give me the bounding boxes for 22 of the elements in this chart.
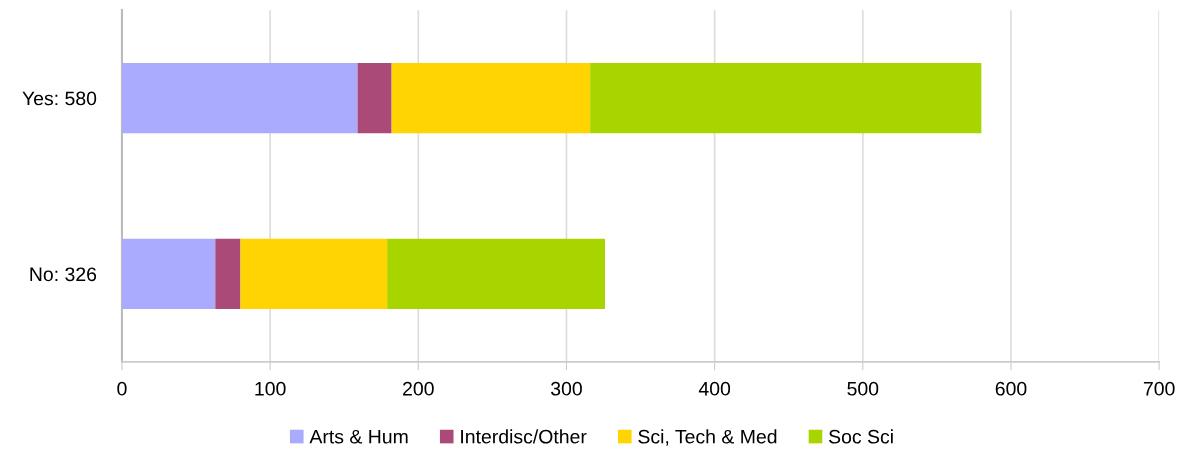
bar [590, 62, 982, 134]
x-tick-label: 300 [550, 381, 582, 396]
x-tick-label: 0 [117, 381, 127, 396]
bar [357, 62, 392, 134]
x-tick-label: 500 [847, 381, 879, 396]
legend-label: Interdisc/Other [461, 429, 587, 444]
bar [387, 238, 605, 310]
x-tick-label: 400 [698, 381, 731, 396]
bar [121, 238, 216, 310]
x-tick-label: 200 [403, 381, 434, 396]
x-tick-label: 100 [255, 381, 286, 396]
y-tick-label: No: 326 [30, 267, 97, 282]
x-tick-label: 700 [1143, 381, 1175, 396]
legend-label: Arts & Hum [309, 429, 408, 444]
legend-label: Sci, Tech & Med [638, 429, 777, 446]
y-tick-label: Yes: 580 [22, 91, 97, 106]
bar [121, 62, 358, 134]
x-tick-label: 600 [995, 381, 1027, 396]
bar [391, 62, 591, 134]
bar [215, 238, 241, 310]
bar [240, 238, 388, 310]
legend-label: Soc Sci [829, 429, 893, 444]
